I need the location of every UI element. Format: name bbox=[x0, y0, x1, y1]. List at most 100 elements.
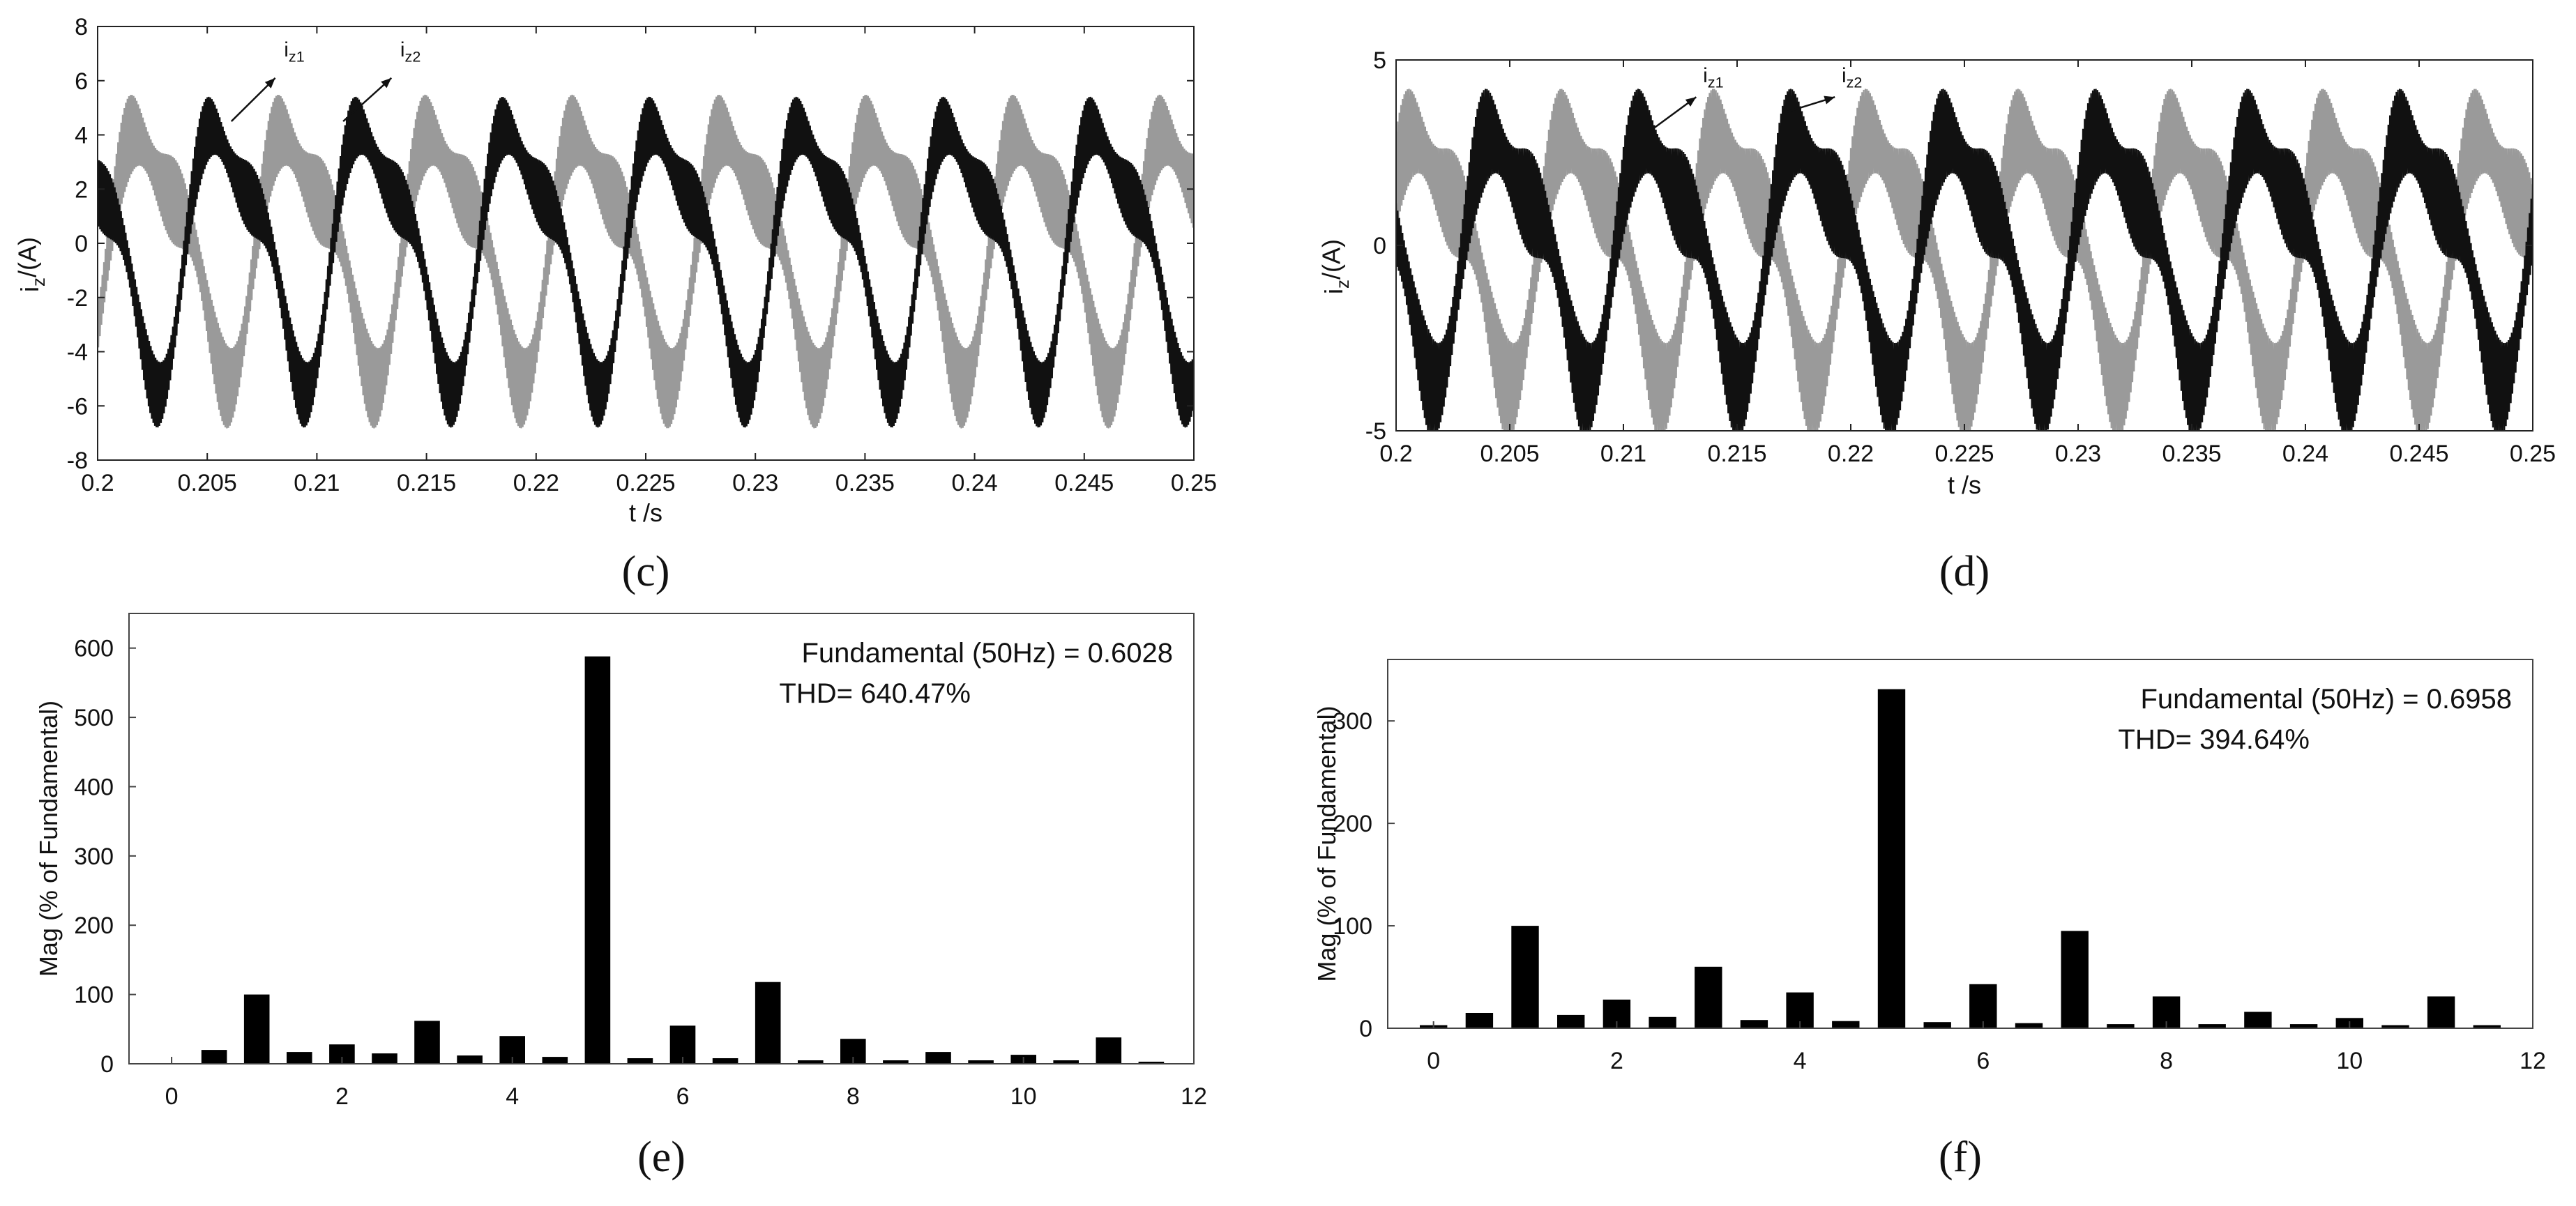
bar-harmonic bbox=[1923, 1022, 1951, 1028]
x-tick-label: 6 bbox=[676, 1083, 690, 1110]
series-line-iz1 bbox=[98, 94, 1194, 429]
bar-harmonic bbox=[2473, 1025, 2501, 1028]
x-tick-label: 0.215 bbox=[397, 470, 456, 496]
bar-harmonic bbox=[1649, 1016, 1676, 1028]
y-tick-label: -5 bbox=[1365, 418, 1386, 445]
x-tick-label: 0.235 bbox=[835, 470, 895, 496]
y-tick-label: 0 bbox=[100, 1051, 114, 1078]
annotation-label-z1: iz1 bbox=[1703, 64, 1723, 91]
bar-harmonic bbox=[201, 1050, 227, 1064]
x-tick-label: 0.22 bbox=[1828, 441, 1874, 467]
x-tick-label: 0.25 bbox=[2510, 441, 2556, 467]
thd-info: THD= 640.47% bbox=[779, 678, 971, 709]
y-tick-label: 200 bbox=[74, 913, 114, 939]
bar-harmonic bbox=[925, 1052, 951, 1064]
y-tick-label: 8 bbox=[75, 14, 88, 40]
bar-harmonic bbox=[2061, 931, 2089, 1028]
x-tick-label: 0 bbox=[165, 1083, 179, 1110]
y-axis-label: Mag (% of Fundamental) bbox=[34, 701, 63, 977]
y-tick-label: 0 bbox=[1373, 233, 1386, 259]
y-tick-label: 200 bbox=[1333, 811, 1372, 837]
bar-harmonic bbox=[1695, 966, 1722, 1028]
bar-harmonic bbox=[2015, 1023, 2043, 1028]
x-tick-label: 6 bbox=[1976, 1048, 1990, 1074]
bar-harmonic bbox=[542, 1057, 568, 1064]
panel-label: (e) bbox=[637, 1134, 685, 1181]
y-tick-label: 0 bbox=[75, 231, 88, 257]
x-tick-label: 0.245 bbox=[1054, 470, 1114, 496]
x-tick-label: 4 bbox=[1794, 1048, 1807, 1074]
plot-frame bbox=[128, 613, 1195, 1064]
x-tick-label: 0.24 bbox=[952, 470, 998, 496]
bar-harmonic bbox=[798, 1060, 824, 1064]
fundamental-info: Fundamental (50Hz) = 0.6028 bbox=[801, 638, 1173, 669]
y-axis-label: Mag (% of Fundamental) bbox=[1312, 705, 1341, 982]
y-tick-label: 600 bbox=[74, 636, 114, 662]
x-tick-label: 10 bbox=[1010, 1083, 1037, 1110]
x-tick-label: 0.205 bbox=[178, 470, 237, 496]
bar-harmonic bbox=[2107, 1024, 2135, 1028]
annotation-arrow-head bbox=[381, 77, 392, 89]
x-tick-label: 0.205 bbox=[1480, 441, 1539, 467]
y-tick-label: 4 bbox=[75, 123, 88, 149]
y-tick-label: -6 bbox=[67, 393, 88, 420]
y-axis-label: iz/(A) bbox=[1317, 239, 1353, 294]
annotation-arrow-line bbox=[342, 77, 393, 122]
annotation-label-z1: iz1 bbox=[284, 38, 304, 66]
panel-label: (c) bbox=[622, 548, 670, 595]
y-tick-label: 100 bbox=[74, 982, 114, 1009]
bar-harmonic bbox=[372, 1053, 397, 1064]
y-tick-label: 100 bbox=[1333, 913, 1372, 940]
chart-d: 0.2 0.205 0.21 0.215 0.22 0.225 0.23 0.235 0.24 0… bbox=[1317, 47, 2556, 595]
x-tick-label: 0.21 bbox=[294, 470, 340, 496]
x-tick-label: 8 bbox=[2160, 1048, 2173, 1074]
x-tick-label: 0.22 bbox=[513, 470, 559, 496]
x-tick-label: 0.235 bbox=[2162, 441, 2221, 467]
bar-harmonic bbox=[287, 1052, 312, 1064]
x-tick-label: 0.215 bbox=[1707, 441, 1766, 467]
y-axis-label: iz/(A) bbox=[13, 237, 49, 292]
bar-harmonic bbox=[1511, 926, 1539, 1028]
y-tick-label: 6 bbox=[75, 68, 88, 95]
x-tick-label: 0 bbox=[1427, 1048, 1440, 1074]
panel-label: (f) bbox=[1939, 1134, 1982, 1181]
y-tick-label: -4 bbox=[67, 339, 88, 366]
bar-harmonic bbox=[1053, 1060, 1079, 1064]
bar-harmonic bbox=[1465, 1013, 1494, 1028]
annotation-arrow-head bbox=[1824, 96, 1835, 105]
y-tick-label: 0 bbox=[1359, 1016, 1372, 1042]
bar-harmonic bbox=[1096, 1037, 1122, 1064]
x-tick-label: 2 bbox=[1610, 1048, 1623, 1074]
x-tick-label: 0.23 bbox=[2055, 441, 2101, 467]
bar-harmonic bbox=[2381, 1025, 2409, 1028]
x-tick-label: 2 bbox=[335, 1083, 349, 1110]
annotation-arrow-head bbox=[264, 77, 275, 89]
bar-harmonic bbox=[1557, 1014, 1585, 1028]
series-line-iz1 bbox=[1396, 89, 2533, 431]
bar-harmonic bbox=[414, 1021, 440, 1064]
bar-harmonic bbox=[457, 1055, 483, 1064]
x-tick-label: 0.23 bbox=[732, 470, 778, 496]
x-axis-label: t /s bbox=[629, 498, 662, 527]
bar-harmonic bbox=[2244, 1012, 2272, 1028]
bar-harmonic bbox=[627, 1058, 653, 1064]
x-tick-label: 0.24 bbox=[2282, 441, 2328, 467]
annotation-label-z2: iz2 bbox=[400, 38, 421, 66]
x-tick-label: 0.2 bbox=[81, 470, 114, 496]
bar-harmonic bbox=[1877, 689, 1906, 1028]
y-tick-label: -2 bbox=[67, 285, 88, 312]
x-tick-label: 12 bbox=[1181, 1083, 1207, 1110]
x-tick-label: 4 bbox=[506, 1083, 519, 1110]
bar-harmonic bbox=[755, 982, 781, 1064]
x-tick-label: 0.21 bbox=[1600, 441, 1646, 467]
bar-harmonic bbox=[1138, 1062, 1165, 1064]
x-tick-label: 10 bbox=[2336, 1048, 2363, 1074]
x-tick-label: 0.225 bbox=[1934, 441, 1994, 467]
bar-harmonic bbox=[712, 1058, 738, 1064]
annotation-arrow-head bbox=[1685, 97, 1697, 107]
x-tick-label: 0.225 bbox=[616, 470, 675, 496]
fundamental-info: Fundamental (50Hz) = 0.6958 bbox=[2140, 684, 2512, 715]
x-tick-label: 0.245 bbox=[2389, 441, 2448, 467]
